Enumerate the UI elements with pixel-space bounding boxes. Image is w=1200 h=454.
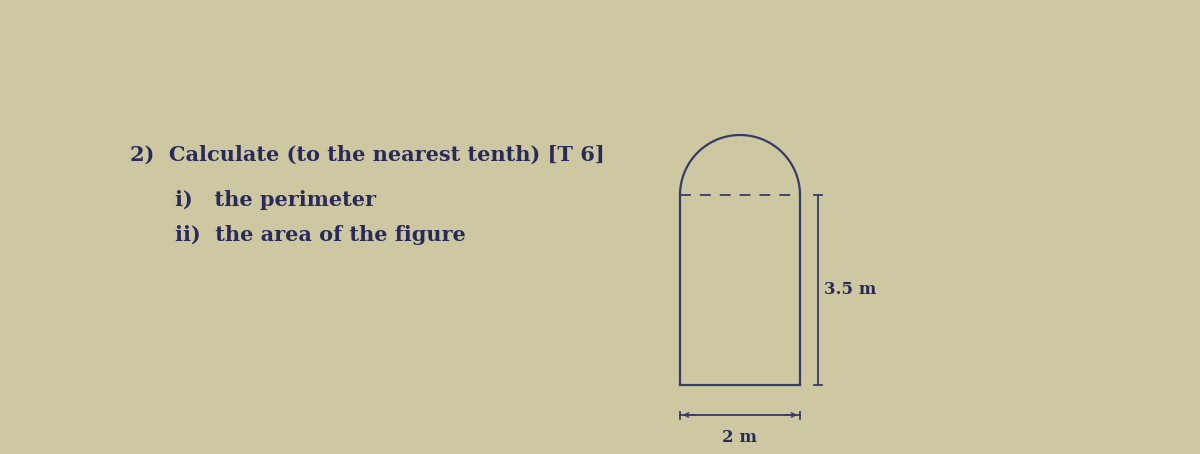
Text: 3.5 m: 3.5 m xyxy=(824,281,876,298)
Text: 2)  Calculate (to the nearest tenth) [T 6]: 2) Calculate (to the nearest tenth) [T 6… xyxy=(130,145,605,165)
Text: 2 m: 2 m xyxy=(722,429,757,446)
Text: i)   the perimeter: i) the perimeter xyxy=(175,190,376,210)
Text: ii)  the area of the figure: ii) the area of the figure xyxy=(175,225,466,245)
